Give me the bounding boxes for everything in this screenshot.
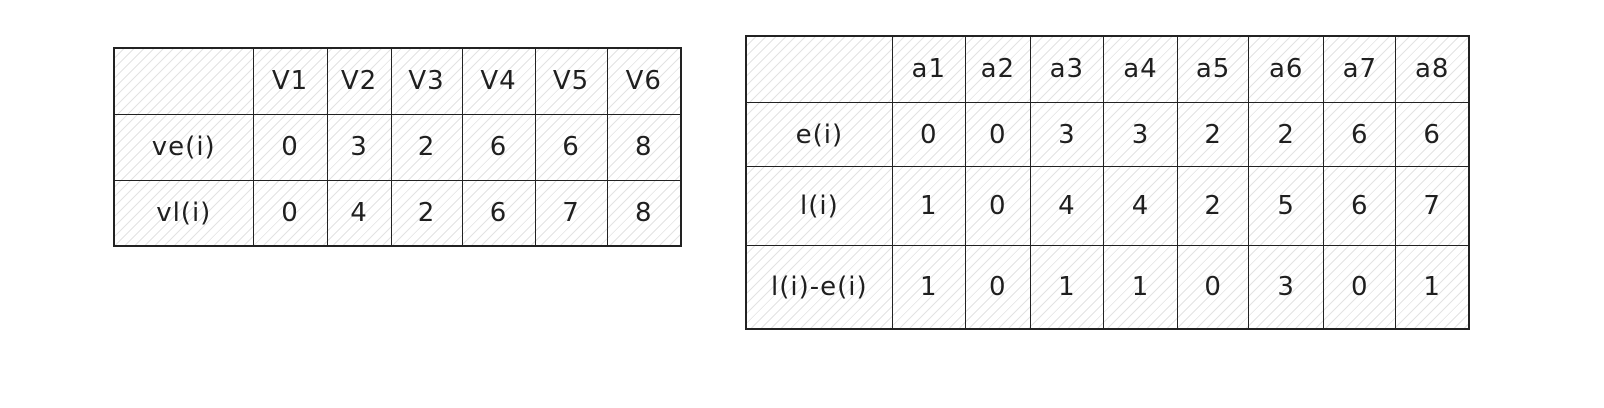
- table-cell: 0: [964, 244, 1031, 330]
- row-label-e: e(i): [745, 101, 893, 168]
- table-cell: 1: [1102, 244, 1179, 330]
- table-cell: 0: [964, 166, 1031, 246]
- table-cell: 3: [1248, 244, 1325, 330]
- table-cell: 0: [252, 113, 328, 181]
- header-a3: a3: [1029, 35, 1104, 103]
- table-cell: 8: [606, 113, 682, 181]
- table-row: l(i)-e(i) 1 0 1 1 0 3 0 1: [745, 244, 1470, 330]
- header-v6: V6: [606, 47, 682, 115]
- table-cell: 1: [1395, 244, 1470, 330]
- table-cell: 0: [252, 179, 328, 247]
- corner-cell: [745, 35, 893, 103]
- table-header-row: a1 a2 a3 a4 a5 a6 a7 a8: [745, 35, 1470, 103]
- table-cell: 4: [1029, 166, 1104, 246]
- row-label-ve: ve(i): [113, 113, 254, 181]
- table-cell: 6: [1395, 101, 1470, 168]
- table-row: l(i) 1 0 4 4 2 5 6 7: [745, 166, 1470, 246]
- table-cell: 3: [1029, 101, 1104, 168]
- header-a4: a4: [1102, 35, 1179, 103]
- row-label-vl: vl(i): [113, 179, 254, 247]
- table-cell: 1: [1029, 244, 1104, 330]
- table-cell: 8: [606, 179, 682, 247]
- table-cell: 3: [326, 113, 392, 181]
- header-v5: V5: [534, 47, 608, 115]
- table-header-row: V1 V2 V3 V4 V5 V6: [113, 47, 682, 115]
- table-cell: 7: [534, 179, 608, 247]
- row-label-slack: l(i)-e(i): [745, 244, 893, 330]
- table-cell: 6: [461, 179, 536, 247]
- table-cell: 2: [390, 179, 463, 247]
- header-a1: a1: [891, 35, 966, 103]
- table-cell: 2: [1248, 101, 1325, 168]
- header-v3: V3: [390, 47, 463, 115]
- table-cell: 1: [891, 166, 966, 246]
- header-v2: V2: [326, 47, 392, 115]
- table-cell: 6: [461, 113, 536, 181]
- table-cell: 0: [891, 101, 966, 168]
- table-cell: 6: [1323, 101, 1397, 168]
- table-cell: 0: [964, 101, 1031, 168]
- table-cell: 0: [1323, 244, 1397, 330]
- table-cell: 2: [1177, 101, 1250, 168]
- table-cell: 3: [1102, 101, 1179, 168]
- header-v4: V4: [461, 47, 536, 115]
- table-row: ve(i) 0 3 2 6 6 8: [113, 113, 682, 181]
- header-a8: a8: [1395, 35, 1470, 103]
- row-label-l: l(i): [745, 166, 893, 246]
- table-cell: 4: [1102, 166, 1179, 246]
- header-a6: a6: [1248, 35, 1325, 103]
- header-a5: a5: [1177, 35, 1250, 103]
- table-cell: 4: [326, 179, 392, 247]
- table-cell: 1: [891, 244, 966, 330]
- table-row: vl(i) 0 4 2 6 7 8: [113, 179, 682, 247]
- table-cell: 6: [1323, 166, 1397, 246]
- table-cell: 2: [390, 113, 463, 181]
- table-cell: 0: [1177, 244, 1250, 330]
- header-a7: a7: [1323, 35, 1397, 103]
- table-row: e(i) 0 0 3 3 2 2 6 6: [745, 101, 1470, 168]
- header-a2: a2: [964, 35, 1031, 103]
- table-cell: 7: [1395, 166, 1470, 246]
- table-cell: 5: [1248, 166, 1325, 246]
- activity-time-table: a1 a2 a3 a4 a5 a6 a7 a8 e(i) 0 0 3 3 2 2…: [745, 35, 1470, 330]
- corner-cell: [113, 47, 254, 115]
- table-cell: 2: [1177, 166, 1250, 246]
- vertex-time-table: V1 V2 V3 V4 V5 V6 ve(i) 0 3 2 6 6 8 vl(i…: [113, 47, 682, 247]
- table-cell: 6: [534, 113, 608, 181]
- header-v1: V1: [252, 47, 328, 115]
